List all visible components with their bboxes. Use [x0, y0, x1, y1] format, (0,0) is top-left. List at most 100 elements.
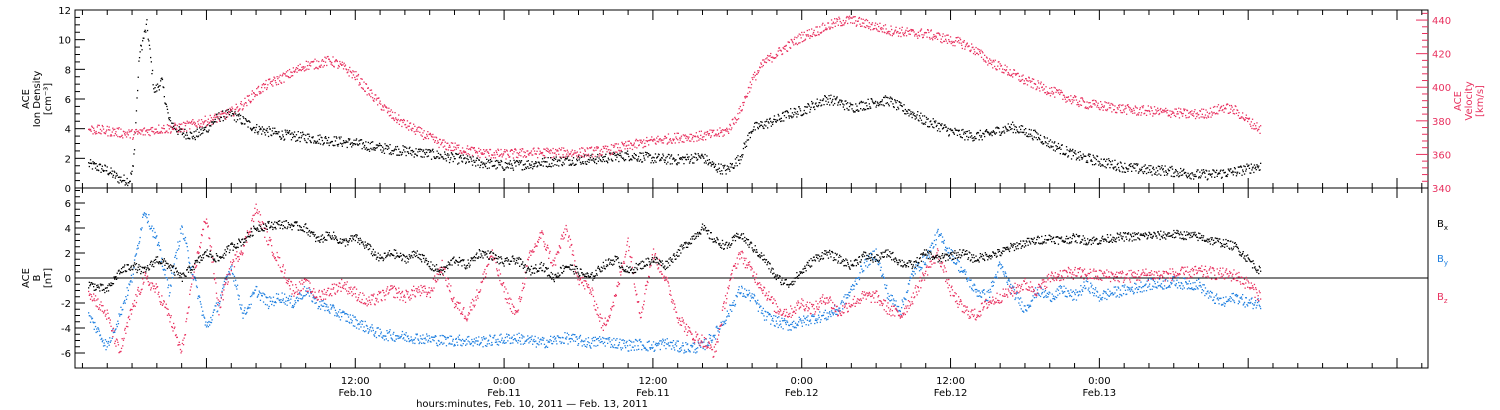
- by-point: [623, 340, 626, 342]
- density-point: [158, 85, 160, 87]
- velocity-point: [1179, 111, 1181, 113]
- velocity-point: [974, 53, 976, 56]
- by-point: [599, 336, 601, 338]
- velocity-point: [303, 67, 305, 69]
- density-point: [193, 131, 195, 133]
- velocity-point: [519, 148, 521, 151]
- velocity-point: [977, 48, 979, 50]
- density-point: [1142, 172, 1145, 175]
- velocity-point: [1001, 71, 1003, 73]
- density-point: [828, 95, 830, 97]
- by-point: [774, 325, 776, 327]
- density-point: [1072, 155, 1074, 157]
- by-point: [133, 267, 135, 269]
- density-point: [578, 159, 580, 161]
- density-point: [491, 160, 493, 162]
- velocity-point: [316, 60, 318, 62]
- by-point: [129, 284, 131, 286]
- density-point: [1188, 175, 1190, 177]
- density-point: [1020, 125, 1022, 127]
- density-point: [360, 139, 363, 141]
- by-point: [148, 225, 151, 227]
- velocity-point: [905, 35, 908, 37]
- density-point: [1019, 131, 1021, 133]
- density-point: [1027, 136, 1029, 138]
- by-point: [682, 342, 684, 344]
- velocity-point: [288, 68, 291, 71]
- by-point: [500, 333, 502, 335]
- by-point: [606, 338, 608, 340]
- density-point: [743, 142, 745, 144]
- by-point: [288, 295, 291, 297]
- velocity-point: [929, 38, 931, 40]
- velocity-point: [256, 88, 258, 90]
- by-point: [372, 327, 374, 329]
- by-point: [519, 337, 521, 339]
- velocity-point: [716, 135, 718, 137]
- velocity-point: [1133, 109, 1135, 112]
- density-point: [1058, 147, 1060, 149]
- density-point: [135, 122, 137, 124]
- velocity-point: [673, 138, 675, 140]
- velocity-point: [92, 133, 94, 135]
- velocity-point: [153, 131, 155, 133]
- velocity-point: [998, 68, 1001, 70]
- density-point: [337, 145, 339, 147]
- velocity-point: [700, 134, 702, 136]
- density-point: [740, 159, 742, 161]
- by-point: [768, 313, 771, 315]
- velocity-point: [284, 73, 286, 75]
- by-point: [636, 349, 638, 351]
- by-point: [111, 337, 113, 339]
- density-point: [753, 126, 755, 128]
- by-point: [137, 244, 139, 247]
- density-point: [106, 170, 108, 172]
- density-point: [285, 133, 288, 136]
- velocity-point: [452, 150, 454, 152]
- density-point: [625, 159, 627, 161]
- by-point: [574, 334, 576, 336]
- density-point: [953, 132, 955, 134]
- velocity-point: [109, 135, 111, 137]
- density-point: [968, 130, 970, 132]
- density-point: [310, 141, 312, 144]
- velocity-point: [616, 151, 618, 153]
- velocity-point: [439, 138, 441, 141]
- velocity-point: [1196, 112, 1198, 114]
- by-point: [117, 320, 119, 322]
- density-point: [1255, 166, 1257, 168]
- density-point: [774, 119, 776, 121]
- density-point: [1035, 137, 1037, 139]
- velocity-point: [483, 153, 485, 155]
- density-point: [711, 163, 713, 166]
- velocity-point: [566, 149, 568, 151]
- velocity-point: [592, 153, 594, 156]
- velocity-point: [1144, 112, 1146, 114]
- by-point: [631, 346, 634, 348]
- density-point: [879, 102, 881, 104]
- velocity-point: [811, 35, 813, 38]
- velocity-point: [889, 30, 891, 33]
- velocity-point: [613, 145, 616, 147]
- velocity-point: [1250, 121, 1252, 123]
- velocity-point: [463, 150, 465, 152]
- by-point: [742, 295, 744, 297]
- by-point: [687, 348, 689, 351]
- by-point: [179, 228, 182, 230]
- density-point: [886, 102, 888, 104]
- density-point: [1100, 158, 1102, 160]
- density-point: [91, 168, 94, 170]
- velocity-point: [703, 133, 706, 135]
- velocity-point: [218, 120, 221, 122]
- velocity-point: [204, 115, 206, 117]
- by-point: [218, 303, 221, 305]
- density-point: [483, 163, 485, 165]
- density-point: [747, 139, 750, 141]
- by-point: [643, 345, 645, 347]
- density-point: [145, 23, 147, 25]
- density-point: [1160, 167, 1163, 169]
- density-point: [440, 154, 442, 156]
- density-point: [315, 142, 317, 144]
- by-point: [691, 346, 693, 348]
- velocity-point: [113, 135, 115, 137]
